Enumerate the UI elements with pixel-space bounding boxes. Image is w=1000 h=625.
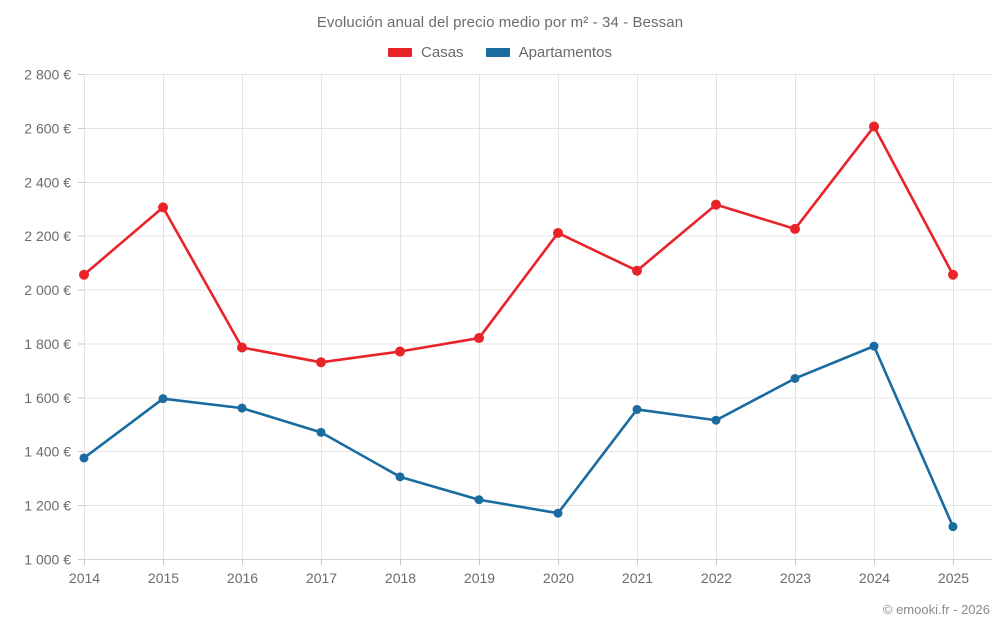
data-point-apartamentos-2014[interactable] bbox=[79, 453, 89, 463]
x-axis-label: 2025 bbox=[938, 570, 969, 586]
credit-text: © emooki.fr - 2026 bbox=[882, 602, 990, 617]
y-axis-label: 2 600 € bbox=[24, 120, 71, 136]
y-axis-label: 1 800 € bbox=[24, 336, 71, 352]
x-axis-label: 2020 bbox=[543, 570, 574, 586]
data-point-apartamentos-2017[interactable] bbox=[316, 427, 326, 437]
data-point-apartamentos-2020[interactable] bbox=[553, 508, 563, 518]
data-point-casas-2023[interactable] bbox=[790, 223, 800, 234]
legend-label: Apartamentos bbox=[518, 44, 612, 61]
x-axis-label: 2018 bbox=[385, 570, 416, 586]
chart-legend: Casas Apartamentos bbox=[0, 44, 1000, 61]
legend-item-apartamentos[interactable]: Apartamentos bbox=[485, 44, 612, 61]
data-point-apartamentos-2015[interactable] bbox=[158, 394, 168, 404]
data-point-casas-2015[interactable] bbox=[158, 202, 168, 213]
series-line-apartamentos bbox=[82, 344, 955, 528]
x-axis-label: 2022 bbox=[701, 570, 732, 586]
data-point-casas-2017[interactable] bbox=[316, 357, 326, 368]
chart-title: Evolución anual del precio medio por m² … bbox=[316, 14, 684, 31]
x-axis-label: 2023 bbox=[780, 570, 811, 586]
y-axis-label: 2 400 € bbox=[24, 174, 71, 190]
legend-swatch-icon bbox=[388, 48, 413, 57]
data-point-casas-2020[interactable] bbox=[553, 227, 563, 238]
data-point-casas-2019[interactable] bbox=[474, 333, 484, 344]
data-point-casas-2018[interactable] bbox=[395, 346, 405, 357]
y-axis-label: 1 200 € bbox=[24, 498, 71, 514]
x-axis-label: 2019 bbox=[464, 570, 495, 586]
data-point-apartamentos-2023[interactable] bbox=[790, 373, 800, 383]
legend-swatch-icon bbox=[485, 48, 510, 57]
x-axis-label: 2015 bbox=[148, 570, 179, 586]
data-point-casas-2016[interactable] bbox=[237, 342, 247, 353]
data-point-apartamentos-2025[interactable] bbox=[948, 522, 958, 532]
data-point-casas-2022[interactable] bbox=[711, 199, 721, 210]
data-point-apartamentos-2016[interactable] bbox=[237, 403, 247, 413]
y-axis-label: 1 400 € bbox=[24, 444, 71, 460]
y-axis-label: 1 600 € bbox=[24, 390, 71, 406]
x-axis-label: 2014 bbox=[69, 570, 100, 586]
x-axis-label: 2021 bbox=[622, 570, 653, 586]
y-axis-label: 1 000 € bbox=[24, 552, 71, 568]
data-point-apartamentos-2018[interactable] bbox=[395, 472, 405, 482]
legend-item-casas[interactable]: Casas bbox=[388, 44, 464, 61]
series-line-casas bbox=[82, 125, 955, 364]
data-point-apartamentos-2024[interactable] bbox=[869, 341, 879, 351]
legend-label: Casas bbox=[421, 44, 464, 61]
data-point-casas-2024[interactable] bbox=[869, 121, 879, 132]
y-axis-label: 2 200 € bbox=[24, 228, 71, 244]
data-point-apartamentos-2021[interactable] bbox=[632, 404, 642, 414]
x-axis-label: 2024 bbox=[859, 570, 890, 586]
data-point-apartamentos-2019[interactable] bbox=[474, 495, 484, 505]
x-axis-label: 2017 bbox=[306, 570, 337, 586]
x-axis-label: 2016 bbox=[227, 570, 258, 586]
data-point-casas-2021[interactable] bbox=[632, 265, 642, 276]
y-axis-label: 2 800 € bbox=[24, 67, 71, 83]
data-point-apartamentos-2022[interactable] bbox=[711, 415, 721, 425]
data-point-casas-2025[interactable] bbox=[948, 269, 958, 280]
y-axis-label: 2 000 € bbox=[24, 282, 71, 298]
data-point-casas-2014[interactable] bbox=[79, 269, 89, 280]
